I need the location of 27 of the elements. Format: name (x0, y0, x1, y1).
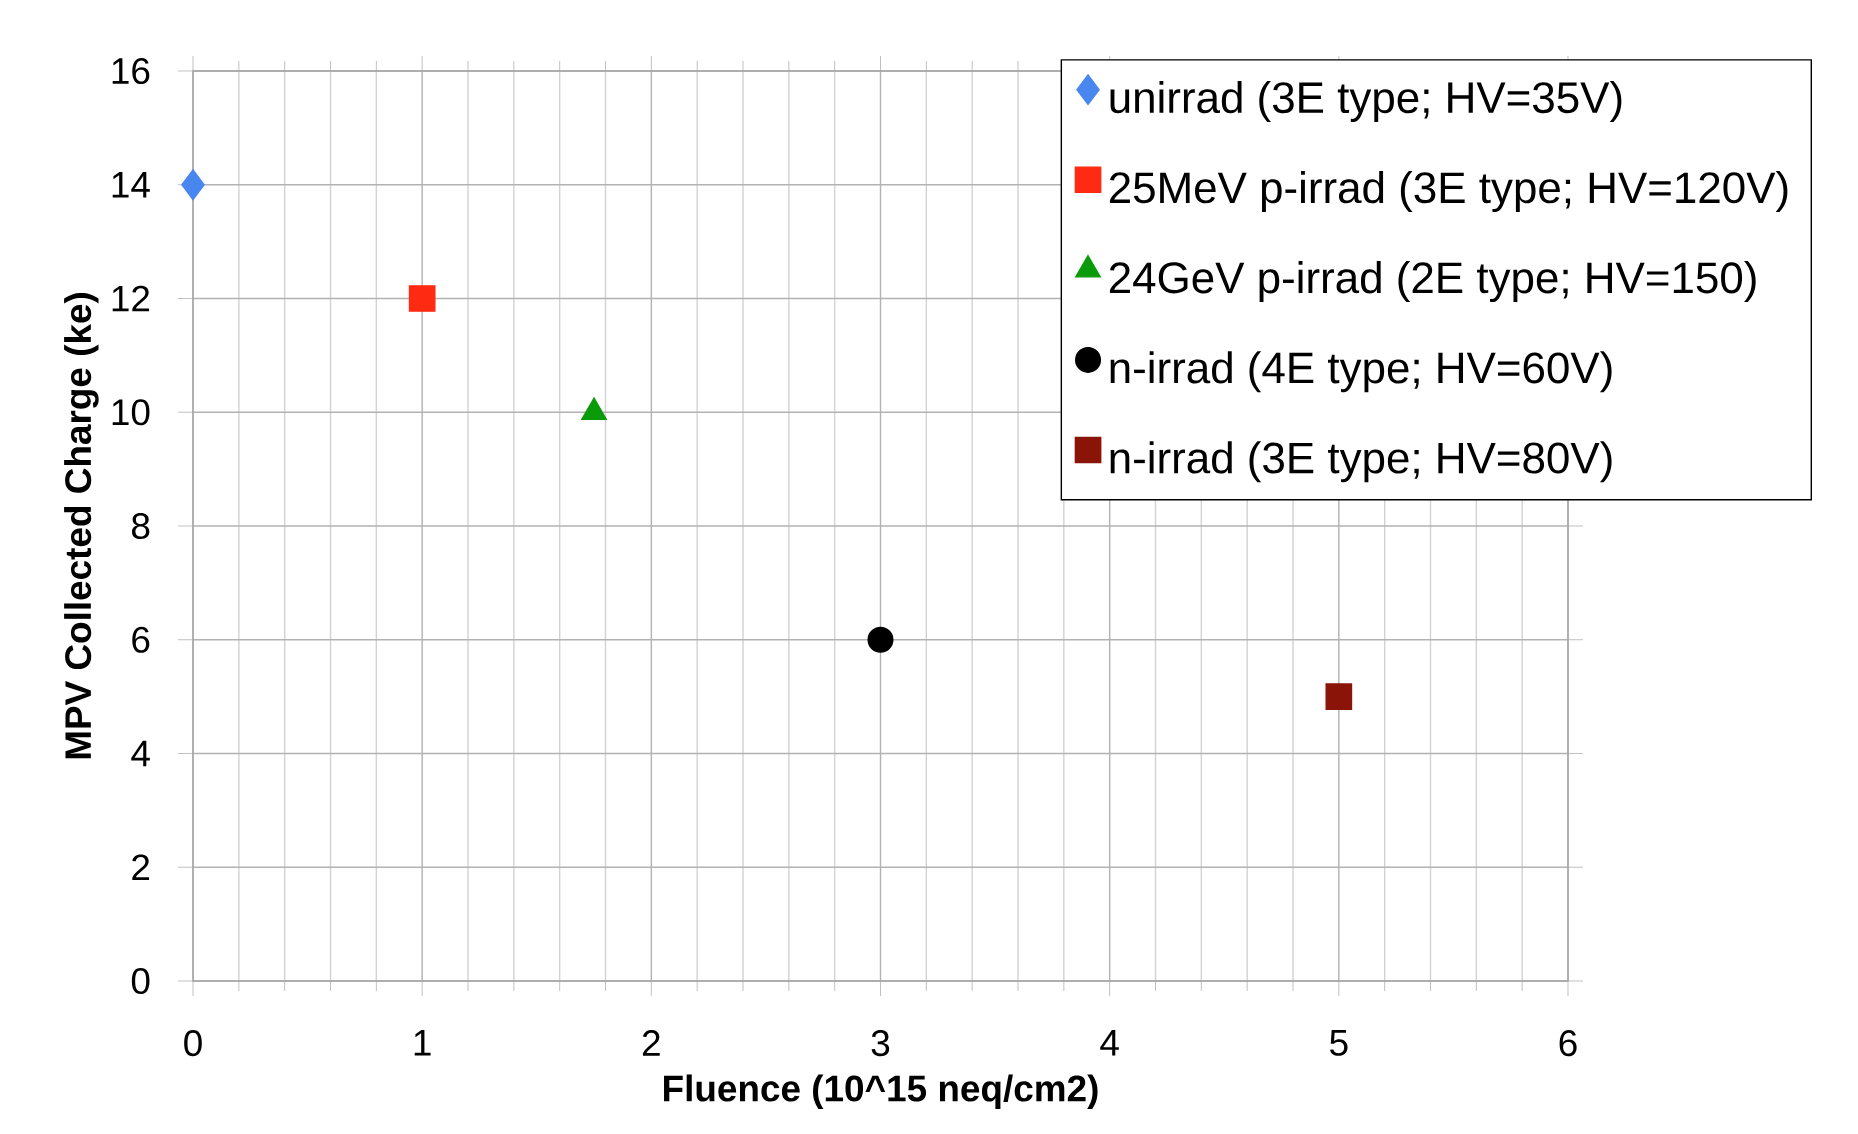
legend-label: n-irrad (4E type; HV=60V) (1110, 351, 1612, 393)
legend-label: n-irrad (3E type; HV=80V) (1110, 441, 1612, 483)
x-tick-label: 2 (642, 1030, 660, 1056)
x-axis-title: Fluence (10^15 neq/cm2) (664, 1074, 1098, 1109)
y-tick-label: 12 (112, 285, 150, 312)
y-tick-label: 2 (132, 854, 150, 881)
legend-label: 24GeV p-irrad (2E type; HV=150) (1109, 261, 1756, 303)
x-tick-label: 6 (1559, 1030, 1577, 1057)
y-tick-label: 8 (132, 512, 150, 540)
x-tick-label: 4 (1100, 1030, 1119, 1056)
y-tick-label: 16 (112, 57, 150, 85)
legend-label: 25MeV p-irrad (3E type; HV=120V) (1109, 171, 1788, 212)
y-tick-label: 0 (131, 967, 150, 995)
y-tick-label: 6 (132, 626, 150, 653)
legend-label: unirrad (3E type; HV=35V) (1110, 80, 1622, 122)
y-tick-label: 10 (112, 399, 150, 426)
y-axis-title: MPV Collected Charge (ke) (64, 293, 99, 759)
x-tick-label: 1 (414, 1030, 431, 1056)
x-tick-label: 5 (1330, 1030, 1348, 1056)
x-tick-label: 3 (871, 1030, 890, 1057)
y-tick-label: 4 (131, 740, 150, 767)
point (1325, 683, 1353, 710)
point (408, 285, 436, 312)
point (867, 626, 894, 653)
x-tick-label: 0 (184, 1030, 202, 1057)
point (181, 169, 205, 201)
y-tick-label: 14 (112, 172, 150, 198)
